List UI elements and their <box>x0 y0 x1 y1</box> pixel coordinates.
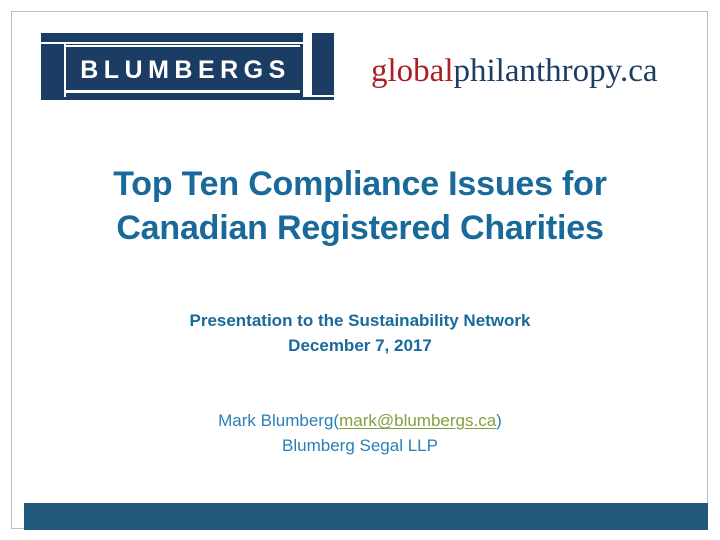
author-firm: Blumberg Segal LLP <box>282 436 438 455</box>
blumbergs-logo[interactable]: BLUMBERGS <box>41 33 334 100</box>
slide-title-line-2: Canadian Registered Charities <box>116 209 604 247</box>
logo-vertical-rule <box>64 44 66 100</box>
slide-subtitle-date: December 7, 2017 <box>288 336 432 355</box>
globalphilanthropy-philanthropy-text: philanthropy.ca <box>453 53 658 89</box>
logo-side-block <box>312 33 334 95</box>
author-name: Mark Blumberg <box>218 411 334 430</box>
logo-bottom-bar <box>41 97 334 100</box>
slide-title-line-1: Top Ten Compliance Issues for <box>113 165 607 203</box>
slide-subtitle-event: Presentation to the Sustainability Netwo… <box>189 311 531 330</box>
globalphilanthropy-global-text: global <box>371 53 454 89</box>
author-paren-open: ( <box>333 411 340 430</box>
blumbergs-wordmark: BLUMBERGS <box>80 56 291 84</box>
logo-rule-below-text <box>66 90 300 93</box>
slide-title: Top Ten Compliance Issues for Canadian R… <box>60 162 660 250</box>
footer-accent-bar <box>24 503 708 530</box>
logo-rule-above-text <box>66 45 300 47</box>
author-block: Mark Blumberg(mark@blumbergs.ca) Blumber… <box>60 408 660 458</box>
slide-subtitle: Presentation to the Sustainability Netwo… <box>60 308 660 358</box>
author-paren-close: ) <box>496 411 502 430</box>
globalphilanthropy-logo[interactable]: globalphilanthropy.ca <box>371 52 658 90</box>
author-email-link[interactable]: mark@blumbergs.ca <box>339 411 497 430</box>
logo-top-bar <box>41 33 303 42</box>
author-name-line: Mark Blumberg(mark@blumbergs.ca) <box>60 408 660 433</box>
